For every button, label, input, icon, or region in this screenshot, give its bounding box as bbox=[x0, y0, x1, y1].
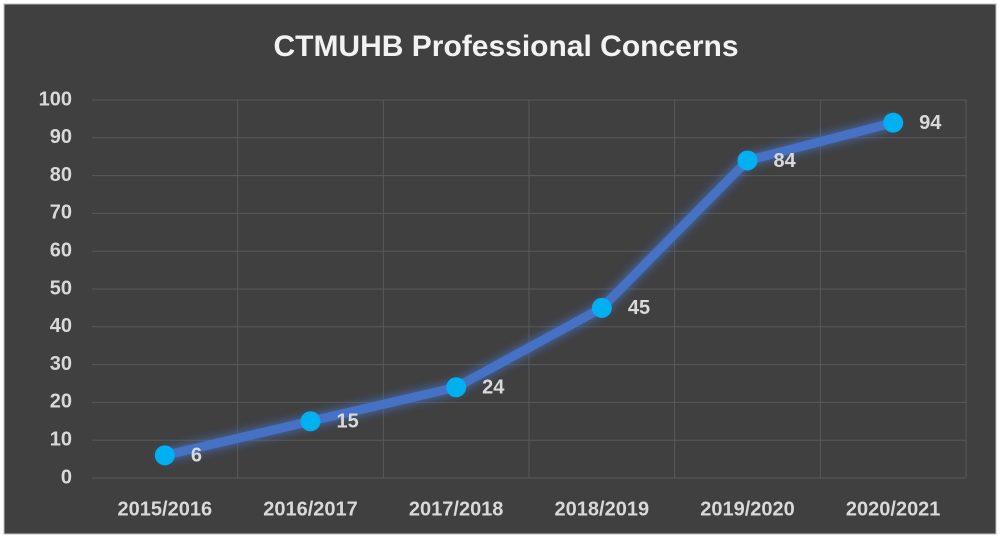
marker bbox=[737, 150, 758, 171]
y-tick-label: 10 bbox=[50, 428, 72, 450]
y-tick-label: 60 bbox=[50, 239, 72, 261]
y-tick-label: 100 bbox=[39, 88, 72, 110]
marker bbox=[154, 445, 175, 466]
chart-background bbox=[3, 3, 997, 535]
data-label: 15 bbox=[337, 411, 359, 433]
x-tick-label: 2020/2021 bbox=[846, 498, 941, 520]
data-label: 84 bbox=[774, 150, 797, 172]
data-label: 94 bbox=[919, 112, 942, 134]
x-tick-label: 2018/2019 bbox=[555, 498, 650, 520]
marker bbox=[591, 297, 612, 318]
y-tick-label: 50 bbox=[50, 277, 72, 299]
x-tick-label: 2016/2017 bbox=[263, 498, 358, 520]
marker bbox=[300, 411, 321, 432]
y-tick-label: 30 bbox=[50, 353, 72, 375]
y-tick-label: 0 bbox=[61, 466, 72, 488]
y-tick-label: 90 bbox=[50, 126, 72, 148]
y-tick-label: 20 bbox=[50, 391, 72, 413]
x-tick-label: 2017/2018 bbox=[409, 498, 504, 520]
x-tick-label: 2019/2020 bbox=[700, 498, 795, 520]
marker bbox=[883, 112, 904, 133]
x-tick-label: 2015/2016 bbox=[118, 498, 213, 520]
y-tick-label: 70 bbox=[50, 202, 72, 224]
y-tick-label: 40 bbox=[50, 315, 72, 337]
data-label: 45 bbox=[628, 297, 650, 319]
y-tick-label: 80 bbox=[50, 164, 72, 186]
line bbox=[160, 118, 898, 460]
data-label: 24 bbox=[482, 377, 505, 399]
data-label: 6 bbox=[191, 445, 202, 467]
marker bbox=[446, 377, 467, 398]
chart-title: CTMUHB Professional Concerns bbox=[273, 30, 738, 63]
